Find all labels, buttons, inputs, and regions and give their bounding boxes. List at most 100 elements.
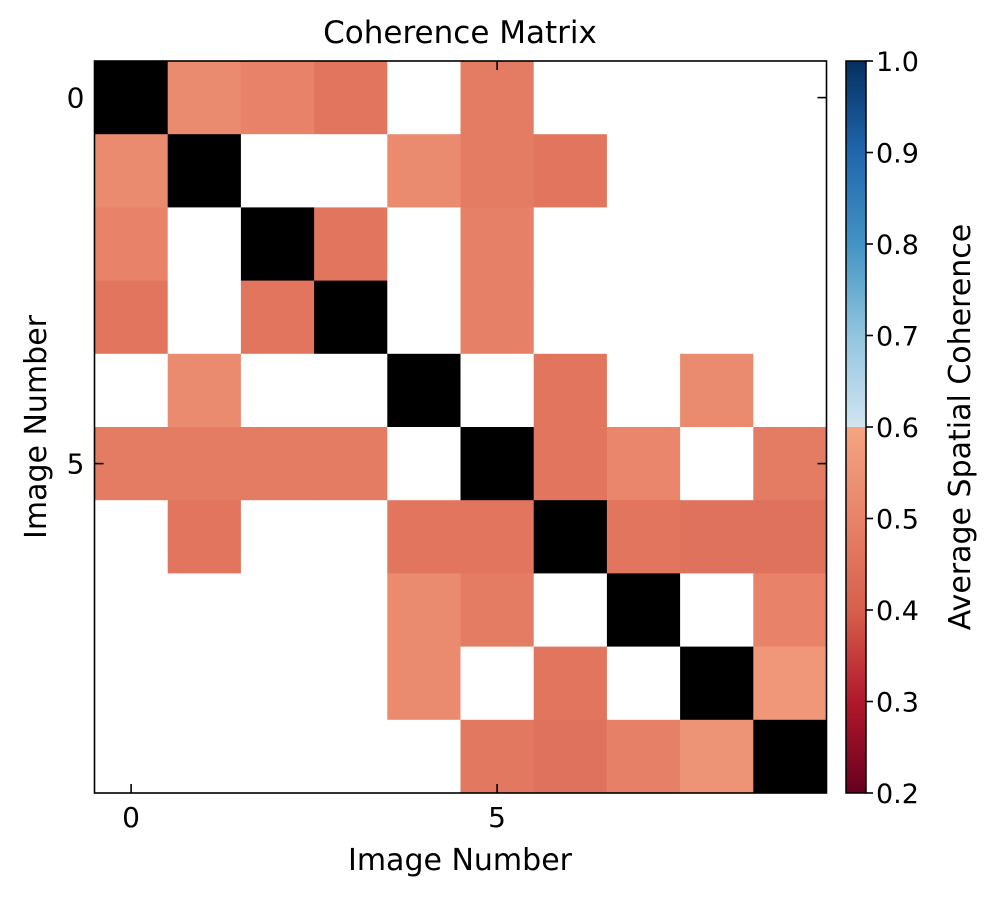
x-axis-label: Image Number [348, 843, 573, 878]
heatmap-cell [533, 207, 608, 282]
heatmap-cell [240, 134, 315, 208]
heatmap-cell [606, 134, 681, 208]
heatmap-cell [460, 207, 535, 282]
heatmap-cell [387, 61, 461, 135]
heatmap-cell [94, 134, 169, 208]
heatmap-cell [240, 207, 315, 282]
heatmap-cell [680, 353, 754, 428]
heatmap-cell [167, 500, 242, 574]
heatmap-cell [314, 719, 388, 794]
heatmap-cell [460, 353, 535, 428]
heatmap-cell [94, 353, 169, 428]
heatmap-cell [606, 207, 681, 282]
heatmap-cell [167, 280, 242, 355]
heatmap-cell [387, 646, 461, 721]
y-tick-label: 5 [67, 448, 85, 481]
heatmap-cell [94, 427, 169, 501]
colorbar-tick-label: 1.0 [876, 47, 919, 78]
heatmap-cell [387, 280, 461, 355]
heatmap-cell [314, 134, 388, 208]
heatmap-cell [533, 719, 608, 794]
heatmap-cell [167, 427, 242, 501]
heatmap-cell [94, 61, 169, 135]
heatmap-cell [680, 573, 754, 648]
heatmap-cell [240, 719, 315, 794]
heatmap-cell [314, 646, 388, 721]
colorbar-tick-label: 0.9 [876, 139, 919, 170]
heatmap-cell [606, 719, 681, 794]
heatmap-cell [387, 427, 461, 501]
heatmap-cell [460, 573, 535, 648]
colorbar-tick-label: 0.2 [876, 779, 919, 810]
heatmap-cell [606, 353, 681, 428]
colorbar-ticks: 0.2 0.3 0.4 0.5 0.6 0.7 0.8 0.9 1.0 [866, 47, 919, 810]
heatmap-cell [167, 646, 242, 721]
heatmap-cell [606, 646, 681, 721]
heatmap-cell [94, 719, 169, 794]
heatmap-cell [314, 500, 388, 574]
heatmap-cell [533, 500, 608, 574]
heatmap-cell [606, 61, 681, 135]
heatmap-cell [533, 61, 608, 135]
heatmap-cell [387, 719, 461, 794]
heatmap-cell [167, 573, 242, 648]
heatmap-cell [753, 427, 827, 501]
heatmap-cell [314, 280, 388, 355]
heatmap-cell [387, 353, 461, 428]
heatmap-cell [753, 280, 827, 355]
colorbar-tick-label: 0.5 [876, 505, 919, 536]
heatmap-cell [680, 207, 754, 282]
chart-title: Coherence Matrix [323, 15, 597, 51]
heatmap-cell [167, 61, 242, 135]
plot-frame [93, 60, 828, 794]
heatmap-cell [753, 573, 827, 648]
heatmap-cell [314, 61, 388, 135]
heatmap-cell [680, 719, 754, 794]
heatmap-cell [533, 280, 608, 355]
heatmap-cell [314, 573, 388, 648]
y-tick-label: 0 [67, 82, 85, 115]
heatmap-cell [167, 353, 242, 428]
heatmap-cell [167, 719, 242, 794]
heatmap-cell [314, 207, 388, 282]
heatmap-cell [167, 207, 242, 282]
heatmap-cell [680, 427, 754, 501]
heatmap-cell [460, 646, 535, 721]
heatmap-cell [94, 207, 169, 282]
heatmap-cell [387, 500, 461, 574]
heatmap-cell [680, 61, 754, 135]
heatmap-cell [533, 427, 608, 501]
colorbar [845, 60, 867, 794]
heatmap-cell [753, 134, 827, 208]
heatmap-cell [606, 500, 681, 574]
heatmap-cell [753, 353, 827, 428]
heatmap-cell [460, 719, 535, 794]
heatmap-cell [240, 500, 315, 574]
heatmap-cell [753, 61, 827, 135]
y-axis-label: Image Number [19, 314, 54, 539]
heatmap-cell [240, 427, 315, 501]
heatmap-cell [314, 353, 388, 428]
heatmap-cells [94, 61, 827, 794]
heatmap-cell [753, 719, 827, 794]
heatmap-cell [533, 573, 608, 648]
heatmap-cell [606, 280, 681, 355]
heatmap-cell [606, 427, 681, 501]
colorbar-tick-label: 0.3 [876, 688, 919, 719]
heatmap-cell [460, 134, 535, 208]
heatmap-cell [240, 353, 315, 428]
colorbar-label: Average Spatial Coherence [943, 224, 978, 630]
heatmap-cell [240, 646, 315, 721]
heatmap-cell [460, 427, 535, 501]
heatmap-cell [753, 207, 827, 282]
axis-ticks: 0 5 0 5 [67, 61, 827, 834]
heatmap-cell [387, 207, 461, 282]
heatmap-cell [680, 280, 754, 355]
heatmap-cell [533, 134, 608, 208]
heatmap-cell [240, 280, 315, 355]
heatmap-cell [387, 134, 461, 208]
x-tick-label: 5 [488, 801, 506, 834]
heatmap-cell [167, 134, 242, 208]
x-tick-label: 0 [122, 801, 140, 834]
